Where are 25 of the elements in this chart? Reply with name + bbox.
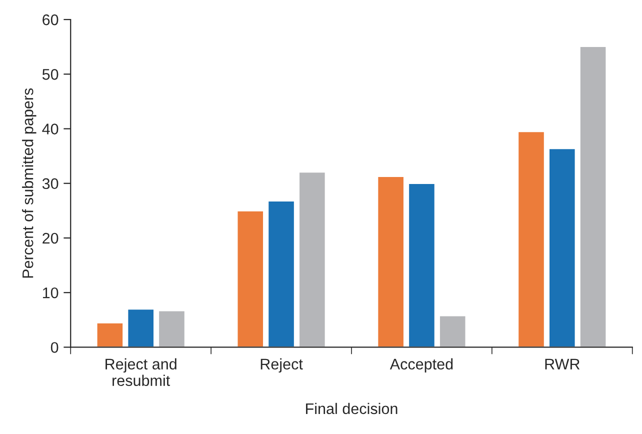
y-tick-label: 40 (42, 124, 58, 134)
bar (376, 176, 405, 348)
y-tick-label: 60 (42, 14, 58, 26)
y-tick-label: 50 (42, 69, 58, 80)
x-tick-label: Reject and resubmit (106, 358, 176, 386)
bar (96, 322, 124, 348)
y-tick-label: 20 (42, 232, 58, 244)
bar (126, 308, 155, 348)
x-tick-label: RWR (545, 358, 580, 370)
bar (548, 148, 576, 348)
y-tick-label: 30 (42, 178, 58, 190)
y-tick-label: 0 (50, 342, 58, 353)
x-axis-title: Final decision (306, 402, 398, 414)
bar (267, 200, 296, 348)
y-tick-label: 10 (42, 287, 58, 298)
bar (408, 182, 436, 348)
bar (579, 46, 608, 348)
bar (298, 171, 326, 348)
y-axis-title: Percent of submitted papers (22, 88, 36, 278)
bar (438, 314, 467, 348)
x-tick-label: Reject (260, 358, 303, 373)
bar (236, 210, 264, 348)
x-tick-label: Accepted (390, 358, 453, 373)
bar (517, 130, 546, 348)
bar (158, 310, 186, 348)
